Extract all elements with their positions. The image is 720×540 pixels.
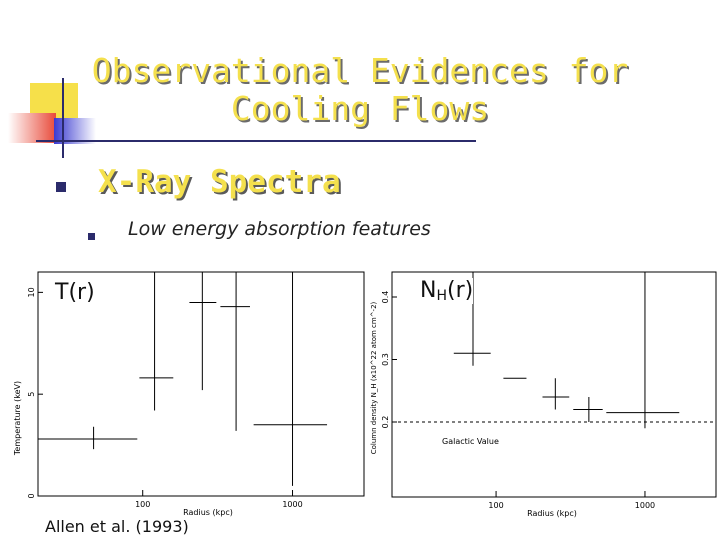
section-heading: X-Ray Spectra xyxy=(98,164,341,200)
column-density-plot: Column density N_H (x10^22 atom cm^-2) R… xyxy=(370,271,717,518)
slide-title: Observational Evidences for Cooling Flow… xyxy=(91,51,629,128)
temperature-y-tick-label: 5 xyxy=(27,392,36,397)
temperature-data-point xyxy=(220,272,250,431)
temperature-data-point xyxy=(253,272,328,486)
temperature-x-tick-label: 100 xyxy=(135,500,150,509)
column-density-plot-frame xyxy=(391,271,717,498)
column-density-data-point xyxy=(573,397,603,422)
column-density-data-point xyxy=(542,378,570,410)
deco-red-square xyxy=(8,113,56,143)
temperature-data-point xyxy=(139,272,174,411)
column-density-x-axis-label: Radius (kpc) xyxy=(527,509,577,518)
sub-bullet-text: Low energy absorption features xyxy=(128,218,431,240)
temperature-y-tick-label: 10 xyxy=(27,287,36,297)
column-density-y-tick-label: 0.3 xyxy=(381,353,390,366)
temperature-plot-label: T(r) xyxy=(55,280,95,305)
bullet-square-small xyxy=(88,233,95,240)
column-density-data-point xyxy=(606,272,680,429)
deco-horizontal-line xyxy=(36,140,476,142)
nh-label-main: N xyxy=(420,278,437,303)
column-density-y-tick-label: 0.4 xyxy=(381,291,390,304)
nh-label-subscript: H xyxy=(436,288,447,304)
deco-vertical-line xyxy=(62,78,64,158)
temperature-x-tick-label: 1000 xyxy=(282,500,302,509)
column-density-y-tick-label: 0.2 xyxy=(381,416,390,429)
column-density-y-axis-label: Column density N_H (x10^22 atom cm^-2) xyxy=(370,301,378,454)
bullet-square xyxy=(56,182,66,192)
galactic-value-label: Galactic Value xyxy=(442,437,499,446)
temperature-data-point xyxy=(38,426,138,450)
deco-blue-square xyxy=(54,118,96,144)
column-density-plot-label: NH(r) xyxy=(420,278,474,304)
temperature-y-tick-label: 0 xyxy=(27,493,36,498)
temperature-y-axis-label: Temperature (keV) xyxy=(13,381,22,456)
column-density-x-tick-label: 1000 xyxy=(635,501,655,510)
temperature-x-axis-label: Radius (kpc) xyxy=(183,508,233,517)
citation-text: Allen et al. (1993) xyxy=(45,517,189,536)
temperature-plot: Temperature (keV) Radius (kpc) 0 5 10 100 10… xyxy=(13,271,365,517)
temperature-data-point xyxy=(189,272,217,391)
nh-label-tail: (r) xyxy=(447,278,474,303)
column-density-x-tick-label: 100 xyxy=(488,501,503,510)
temperature-plot-frame xyxy=(37,271,365,497)
